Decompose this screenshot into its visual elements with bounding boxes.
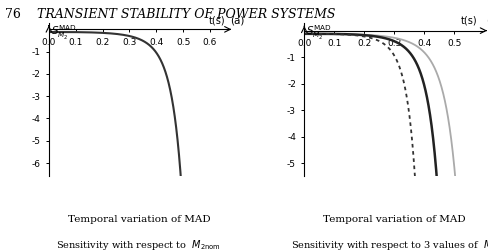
Text: $S_{M_2}^{\rm MAD}$: $S_{M_2}^{\rm MAD}$	[305, 24, 331, 42]
Text: $S_{M_2}^{\rm MAD}$: $S_{M_2}^{\rm MAD}$	[51, 24, 76, 42]
Text: t(s): t(s)	[460, 16, 476, 26]
Text: Sensitivity with respect to 3 values of  $M_2$: Sensitivity with respect to 3 values of …	[290, 238, 488, 252]
Text: (a): (a)	[230, 15, 244, 25]
Text: Temporal variation of MAD: Temporal variation of MAD	[67, 215, 210, 224]
Text: Sensitivity with respect to  $M_{2\mathrm{nom}}$: Sensitivity with respect to $M_{2\mathrm…	[56, 238, 221, 252]
Text: (b): (b)	[485, 16, 488, 26]
Text: 76: 76	[5, 8, 20, 21]
Text: TRANSIENT STABILITY OF POWER SYSTEMS: TRANSIENT STABILITY OF POWER SYSTEMS	[37, 8, 334, 21]
Text: t(s): t(s)	[208, 15, 225, 25]
Text: Temporal variation of MAD: Temporal variation of MAD	[322, 215, 465, 224]
